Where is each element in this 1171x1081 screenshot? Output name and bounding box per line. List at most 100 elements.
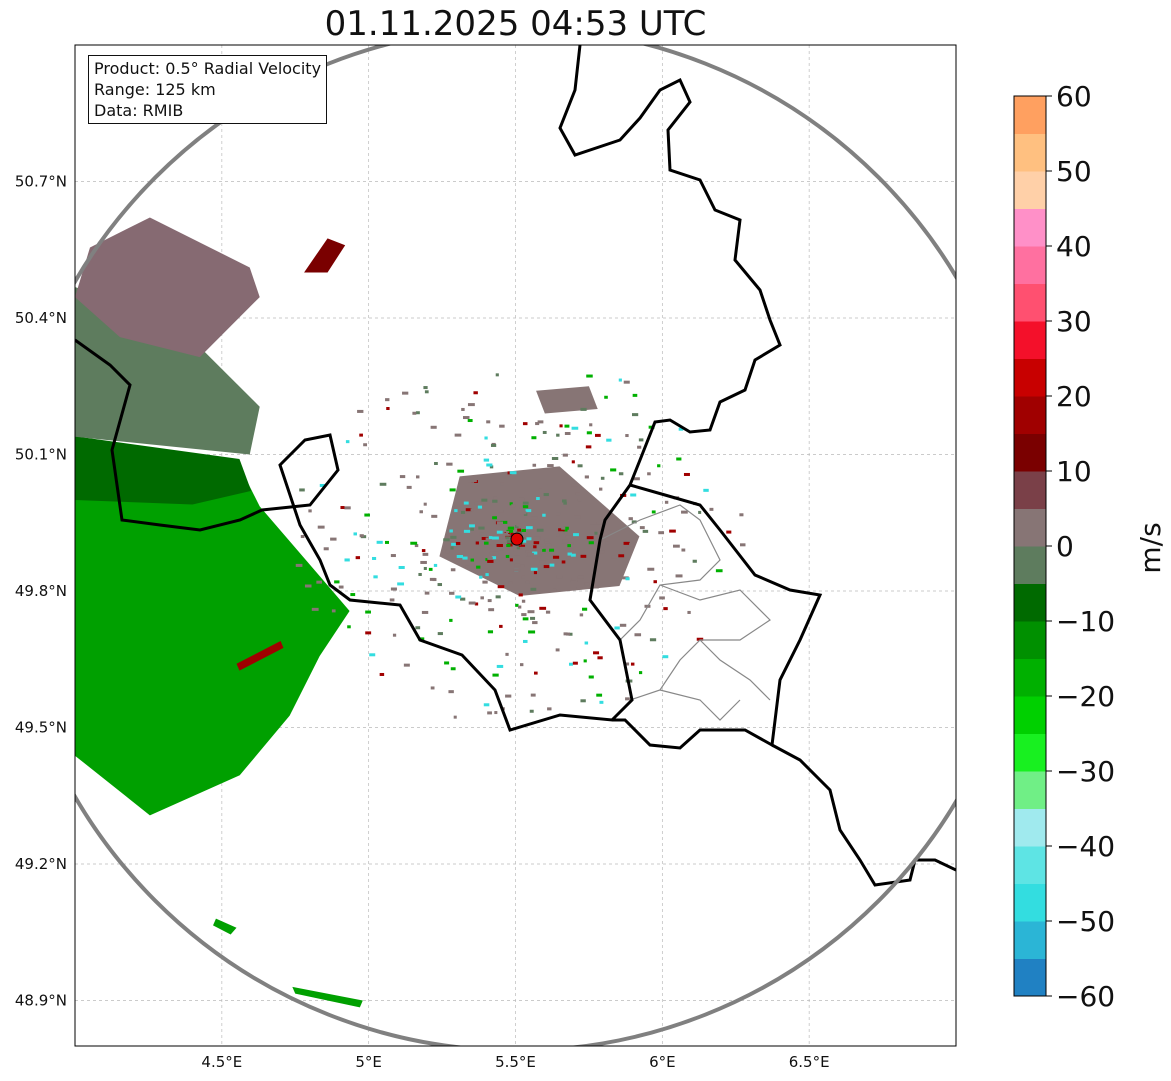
clutter-pixel bbox=[418, 572, 422, 576]
clutter-pixel bbox=[446, 462, 453, 466]
clutter-pixel bbox=[575, 492, 581, 496]
clutter-pixel bbox=[522, 541, 529, 545]
country-borders bbox=[75, 45, 956, 887]
clutter-pixel bbox=[485, 573, 489, 577]
clutter-pixel bbox=[551, 456, 559, 460]
clutter-pixel bbox=[559, 424, 563, 428]
colorbar-swatch bbox=[1014, 396, 1046, 434]
clutter-pixel bbox=[676, 457, 682, 461]
clutter-pixel bbox=[589, 423, 593, 427]
clutter-pixel bbox=[566, 632, 571, 636]
clutter-pixel bbox=[344, 558, 350, 562]
clutter-pixel bbox=[355, 556, 361, 560]
clutter-pixel bbox=[580, 699, 586, 703]
clutter-pixel bbox=[499, 424, 505, 428]
clutter-pixel bbox=[489, 465, 494, 469]
clutter-pixel bbox=[571, 460, 575, 464]
clutter-pixel bbox=[484, 544, 491, 548]
clutter-pixel bbox=[399, 475, 406, 479]
clutter-pixel bbox=[345, 440, 350, 444]
colorbar-swatch bbox=[1014, 246, 1046, 284]
clutter-pixel bbox=[500, 482, 505, 486]
clutter-pixel bbox=[481, 536, 489, 540]
clutter-pixel bbox=[567, 542, 574, 546]
clutter-pixel bbox=[392, 633, 397, 637]
clutter-pixel bbox=[463, 501, 469, 505]
clutter-pixel bbox=[619, 623, 627, 627]
clutter-pixel bbox=[463, 529, 471, 533]
clutter-pixel bbox=[334, 580, 340, 584]
clutter-pixel bbox=[566, 556, 571, 560]
clutter-pixel bbox=[433, 563, 438, 567]
clutter-pixel bbox=[424, 390, 429, 394]
clutter-pixel bbox=[622, 576, 629, 580]
clutter-pixel bbox=[657, 464, 661, 468]
clutter-pixel bbox=[494, 711, 498, 715]
clutter-pixel bbox=[386, 407, 390, 411]
echo-inbound-green-large bbox=[75, 446, 350, 816]
clutter-pixel bbox=[397, 582, 405, 586]
echo-south-green-strip bbox=[292, 986, 363, 1008]
clutter-pixel bbox=[545, 610, 551, 614]
clutter-pixel bbox=[505, 533, 510, 537]
clutter-pixel bbox=[481, 498, 488, 502]
clutter-pixel bbox=[739, 513, 744, 517]
clutter-pixel bbox=[584, 475, 589, 479]
clutter-pixel bbox=[558, 524, 564, 528]
clutter-pixel bbox=[534, 671, 538, 675]
clutter-pixel bbox=[422, 552, 429, 556]
clutter-pixel bbox=[563, 632, 568, 636]
clutter-pixel bbox=[532, 555, 538, 559]
clutter-pixel bbox=[538, 551, 545, 555]
clutter-pixel bbox=[618, 472, 624, 476]
clutter-pixel bbox=[492, 499, 498, 503]
clutter-pixel bbox=[514, 555, 521, 559]
clutter-pixel bbox=[506, 544, 511, 548]
clutter-pixel bbox=[460, 510, 466, 514]
clutter-pixel bbox=[638, 438, 644, 442]
colorbar-swatch bbox=[1014, 546, 1046, 584]
clutter-pixel bbox=[468, 601, 476, 605]
clutter-pixel bbox=[556, 575, 563, 579]
echo-inbound-dark-green bbox=[75, 436, 252, 505]
clutter-pixel bbox=[527, 552, 534, 556]
clutter-pixel bbox=[519, 506, 523, 510]
clutter-pixel bbox=[509, 558, 513, 562]
clutter-pixel bbox=[449, 618, 453, 622]
clutter-pixel bbox=[601, 539, 606, 543]
clutter-pixel bbox=[465, 508, 472, 512]
clutter-pixel bbox=[473, 391, 478, 395]
clutter-pixel bbox=[431, 514, 438, 518]
clutter-pixel bbox=[563, 526, 569, 530]
clutter-pixel bbox=[530, 567, 538, 571]
clutter-pixel bbox=[576, 586, 583, 590]
colorbar-tick-label: 20 bbox=[1056, 380, 1092, 413]
clutter-pixel bbox=[528, 550, 533, 554]
clutter-pixel bbox=[488, 536, 493, 540]
x-tick-label: 6.5°E bbox=[789, 1053, 830, 1071]
clutter-pixel bbox=[589, 524, 597, 528]
clutter-pixel bbox=[445, 550, 450, 554]
clutter-pixel bbox=[430, 425, 437, 429]
colorbar-swatch bbox=[1014, 621, 1046, 659]
echo-outbound-darkred-blob bbox=[304, 238, 346, 273]
clutter-pixel bbox=[577, 464, 583, 468]
clutter-pixel bbox=[379, 672, 385, 676]
clutter-pixel bbox=[662, 655, 669, 659]
clutter-pixel bbox=[456, 554, 464, 558]
clutter-pixel bbox=[300, 535, 305, 539]
clutter-pixel bbox=[564, 532, 568, 536]
clutter-pixel bbox=[568, 662, 573, 666]
clutter-pixel bbox=[457, 469, 465, 473]
clutter-pixel bbox=[580, 554, 587, 558]
clutter-pixel bbox=[582, 607, 588, 611]
clutter-pixel bbox=[515, 525, 519, 529]
x-axis: 4.5°E 5°E 5.5°E 6°E 6.5°E bbox=[201, 1053, 829, 1071]
colorbar-swatch bbox=[1014, 883, 1046, 922]
clutter-pixel bbox=[525, 509, 532, 513]
clutter-pixel bbox=[530, 616, 536, 620]
clutter-pixel bbox=[384, 540, 390, 544]
clutter-pixel bbox=[537, 553, 542, 557]
clutter-pixel bbox=[389, 598, 395, 602]
clutter-pixel bbox=[604, 520, 608, 524]
